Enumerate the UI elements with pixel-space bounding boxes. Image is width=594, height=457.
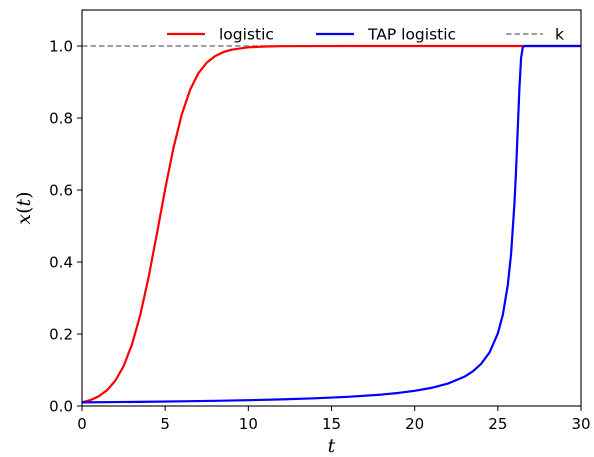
y-tick-label: 0.8 [49,110,73,128]
x-tick-label: 10 [239,415,258,433]
x-tick-label: 15 [322,415,341,433]
x-tick-label: 25 [488,415,507,433]
series-layer [82,44,581,404]
y-tick-label: 1.0 [49,38,73,56]
x-tick-label: 5 [160,415,170,433]
y-tick-label: 0.6 [49,182,73,200]
y-axis: 0.0 0.2 0.4 0.6 0.8 1.0 [49,38,82,416]
legend-label-tap-logistic: TAP logistic [367,26,456,44]
legend: logistic TAP logistic k [167,26,564,44]
y-tick-label: 0.4 [49,254,73,272]
legend-label-logistic: logistic [219,26,274,44]
series-line-tap-logistic [82,44,581,404]
y-tick-label: 0.0 [49,398,73,416]
x-tick-label: 30 [571,415,590,433]
x-tick-label: 0 [77,415,87,433]
series-line-logistic [82,44,581,404]
y-tick-label: 0.2 [49,326,73,344]
y-axis-label: x(t) [13,191,35,224]
plot-area [82,44,581,404]
x-tick-label: 20 [405,415,424,433]
x-axis-label: t [328,435,336,457]
legend-label-k: k [555,26,564,44]
x-axis: 0 5 10 15 20 25 30 [77,406,591,433]
